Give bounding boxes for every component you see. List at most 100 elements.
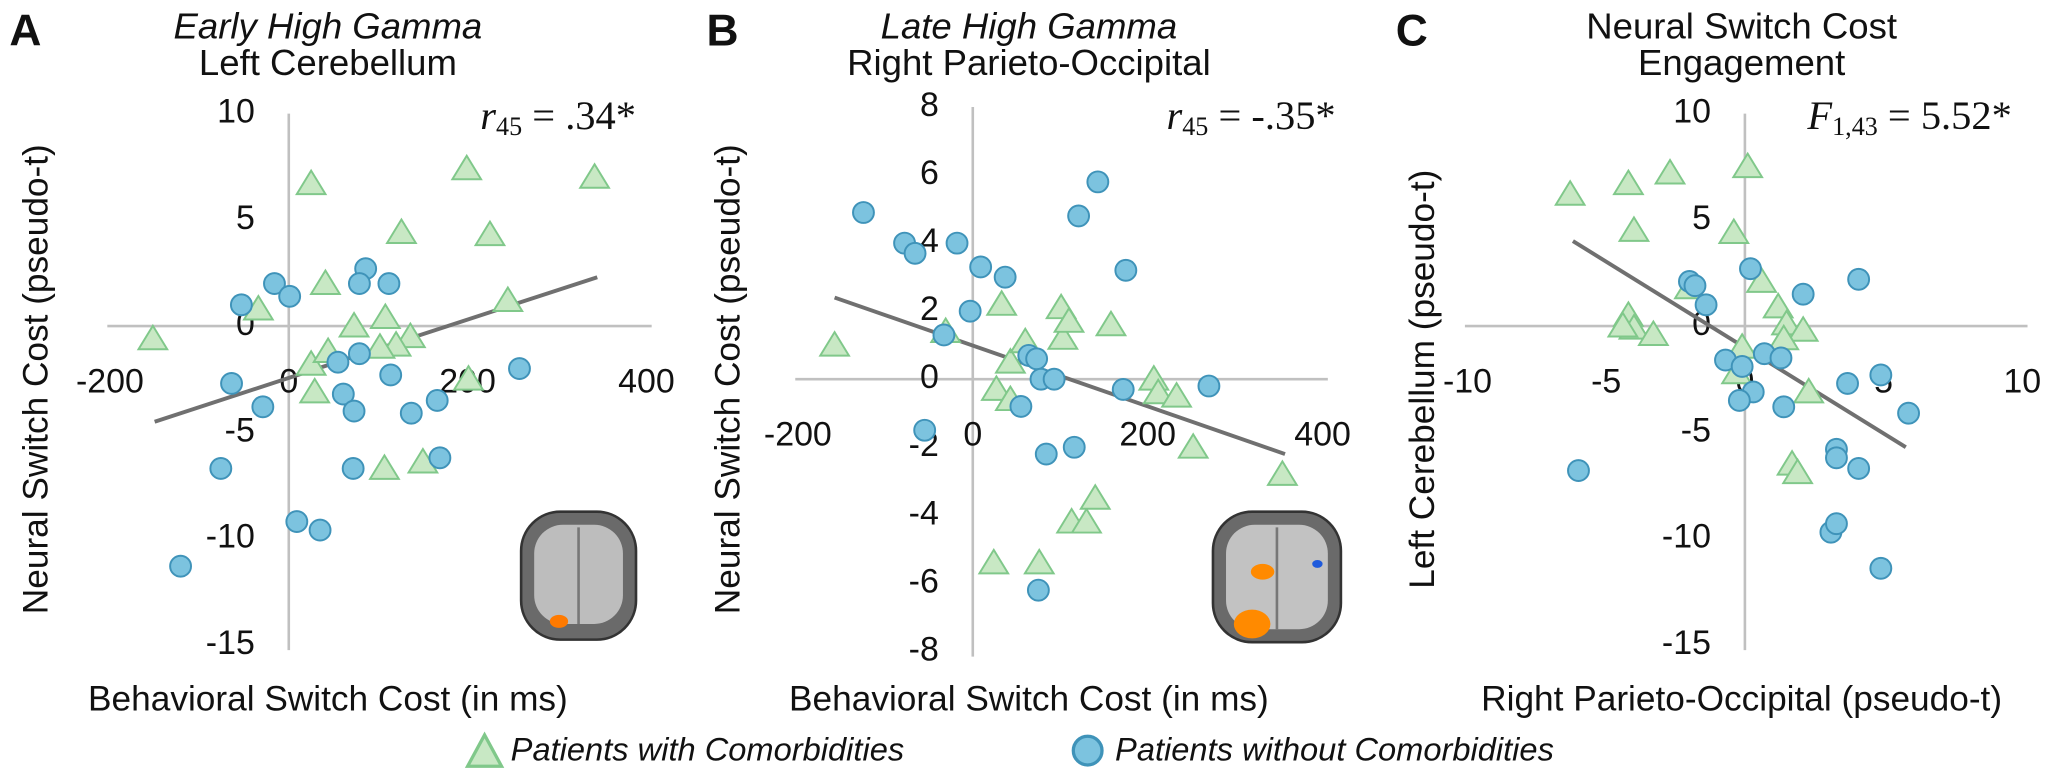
triangle-point: [298, 377, 331, 404]
circle-point: [326, 350, 350, 374]
triangle-point: [309, 268, 342, 296]
panel-letter: A: [9, 7, 41, 56]
circle-point: [1683, 274, 1707, 298]
triangle-point: [1637, 319, 1670, 347]
stat-annotation: F1,43 = 5.52*: [1806, 93, 2011, 141]
triangle-point: [295, 349, 328, 376]
triangle-point: [980, 374, 1013, 401]
circle-point: [993, 265, 1017, 289]
y-axis-label: Left Cerebellum (pseudo-t): [1403, 170, 1442, 589]
circle-point: [508, 357, 531, 381]
y-tick-label: -15: [1662, 624, 1711, 662]
x-tick-label: -10: [1443, 362, 1492, 400]
chart-title: Left Cerebellum: [199, 42, 457, 83]
circle-point: [932, 323, 956, 347]
circle-point: [969, 255, 993, 279]
circle-point: [285, 510, 309, 534]
triangle-point: [368, 453, 401, 480]
circle-point: [347, 342, 371, 366]
circle-point: [1062, 435, 1086, 459]
circle-point: [1847, 267, 1871, 291]
stat-annotation: r45 = -.35*: [1167, 93, 1336, 141]
triangle-point: [1079, 483, 1112, 510]
triangle-point: [578, 162, 611, 189]
x-axis-label: Behavioral Switch Cost (in ms): [88, 679, 568, 718]
triangle-point: [1617, 215, 1651, 242]
circle-point: [1847, 457, 1871, 480]
legend: Patients with Comorbidities Patients wit…: [511, 731, 1554, 768]
x-tick-label: -200: [764, 416, 832, 454]
triangle-point: [1653, 158, 1687, 185]
stat-subscript: 45: [1182, 112, 1208, 141]
x-tick-label: 10: [2003, 362, 2041, 400]
stat-subscript: 45: [496, 112, 522, 141]
y-tick-label: -6: [909, 562, 939, 600]
circle-point: [1869, 556, 1893, 580]
circle-point: [945, 231, 969, 255]
x-tick-label: 0: [279, 362, 298, 400]
y-tick-label: -5: [1681, 411, 1711, 449]
x-tick-label: -5: [1591, 362, 1621, 400]
circle-point: [1197, 374, 1221, 398]
circle-point: [1869, 363, 1893, 387]
triangle-point: [473, 219, 507, 247]
circle-point: [1026, 578, 1050, 602]
triangle-point: [994, 347, 1027, 374]
circle-point: [903, 241, 927, 265]
circle-point: [399, 401, 423, 425]
brain-inset-a: [519, 510, 638, 641]
circle-point: [1034, 442, 1058, 466]
legend-label: Patients without Comorbidities: [1115, 731, 1554, 768]
triangle-point: [1142, 377, 1175, 405]
circle-point: [1025, 347, 1049, 371]
circle-point: [1567, 459, 1590, 483]
circle-point: [958, 299, 982, 323]
y-tick-label: -8: [909, 630, 939, 668]
chart-title: Early High Gamma: [174, 5, 483, 46]
triangle-point: [1266, 459, 1299, 486]
circle-point: [379, 363, 403, 387]
circle-point: [1791, 282, 1815, 306]
stat-symbol: r: [480, 93, 496, 138]
circle-point: [251, 395, 275, 419]
circle-point: [1825, 446, 1848, 470]
triangle-point: [295, 168, 328, 196]
triangle-point: [1046, 323, 1079, 350]
triangle-point: [818, 330, 851, 357]
y-axis-label: Neural Switch Cost (pseudo-t): [708, 144, 747, 614]
triangle-point: [1731, 151, 1764, 179]
circle-point: [331, 382, 355, 406]
circle-point: [1769, 346, 1793, 370]
stat-annotation: r45 = .34*: [480, 93, 636, 141]
stat-text: = -.35*: [1208, 93, 1335, 138]
circle-point: [1772, 395, 1796, 419]
circle-point: [229, 293, 253, 317]
brain-inset-b: [1211, 510, 1343, 644]
triangle-point: [450, 153, 483, 181]
y-tick-label: -4: [909, 494, 939, 532]
triangle-point: [1554, 179, 1587, 206]
circle-point: [1067, 204, 1091, 228]
circle-point: [308, 518, 332, 542]
legend-label: Patients with Comorbidities: [511, 731, 904, 768]
y-tick-label: 5: [236, 199, 255, 237]
triangle-point: [1745, 266, 1778, 293]
y-tick-label: -10: [206, 518, 255, 556]
y-tick-label: 6: [920, 154, 939, 192]
triangle-point: [491, 285, 524, 313]
triangle-point: [385, 217, 418, 244]
chart-title: Neural Switch Cost: [1586, 5, 1897, 46]
triangle-point: [363, 332, 397, 359]
triangle-point: [1160, 381, 1193, 408]
triangle-point: [1052, 306, 1086, 333]
y-tick-label: -10: [1662, 518, 1711, 556]
y-tick-label: -5: [225, 411, 255, 449]
circle-point: [1727, 389, 1751, 412]
panel-letter: B: [706, 7, 738, 56]
panel-letter: C: [1396, 7, 1428, 56]
triangle-point: [1094, 309, 1128, 337]
x-tick-label: 200: [1119, 416, 1176, 454]
triangle-point: [977, 547, 1010, 575]
triangle-point: [337, 311, 371, 338]
